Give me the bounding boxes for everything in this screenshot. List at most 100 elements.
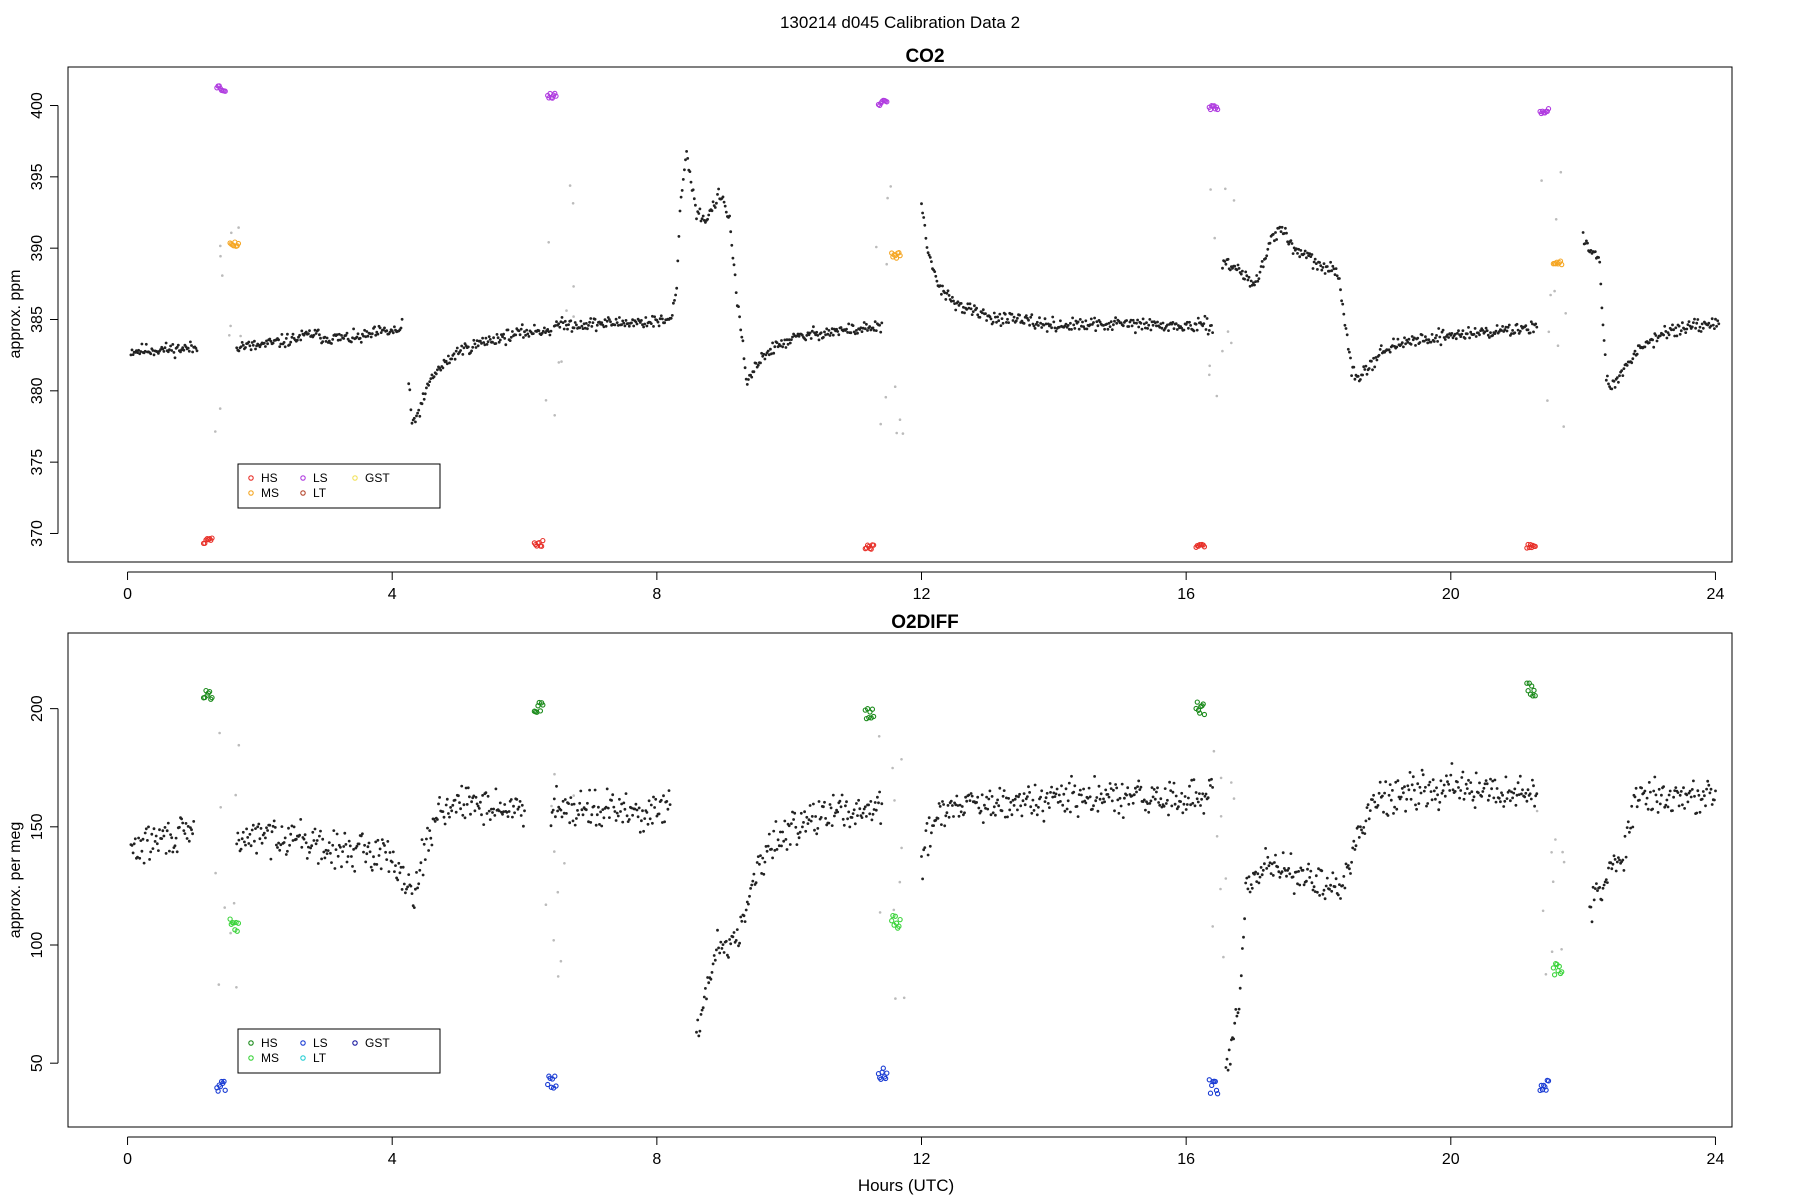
- o2diff-data-point: [1013, 797, 1017, 801]
- co2-data-point: [661, 317, 664, 321]
- o2diff-data-point: [1656, 811, 1660, 814]
- o2diff-data-point: [666, 807, 670, 811]
- o2diff-data-point: [616, 814, 620, 818]
- o2diff-data-point: [385, 858, 389, 861]
- co2-x-tick-label: 20: [1442, 586, 1460, 603]
- o2diff-data-point: [1592, 898, 1596, 902]
- o2diff-data-point: [1502, 805, 1506, 808]
- o2diff-data-point: [1092, 804, 1095, 808]
- o2diff-transition-point: [229, 931, 232, 935]
- co2-data-point: [835, 327, 838, 331]
- o2diff-data-point: [595, 813, 599, 817]
- o2diff-data-point: [1098, 797, 1102, 801]
- co2-data-point: [488, 338, 492, 341]
- o2diff-data-point: [640, 819, 643, 823]
- o2diff-data-point: [943, 824, 947, 828]
- co2-title: CO2: [905, 46, 944, 67]
- co2-data-point: [1474, 335, 1478, 338]
- co2-data-point: [744, 377, 748, 381]
- o2diff-data-point: [1706, 779, 1710, 783]
- co2-data-point: [350, 340, 353, 344]
- o2diff-data-point: [1123, 796, 1126, 800]
- o2diff-data-point: [497, 809, 501, 813]
- co2-legend-marker-lt: [300, 490, 306, 496]
- co2-data-point: [1589, 249, 1593, 252]
- co2-data-point: [1655, 339, 1659, 343]
- co2-data-point: [1205, 317, 1209, 320]
- o2diff-data-point: [250, 828, 254, 832]
- co2-data-point: [1349, 356, 1352, 360]
- o2diff-data-point: [1295, 870, 1298, 874]
- o2diff-data-point: [784, 838, 788, 841]
- co2-ls-calibration-point: [552, 90, 558, 97]
- co2-data-point: [683, 168, 686, 172]
- o2diff-data-point: [370, 868, 374, 872]
- co2-data-point: [1032, 324, 1036, 328]
- co2-data-point: [1039, 321, 1042, 325]
- o2diff-data-point: [310, 844, 314, 848]
- o2diff-data-point: [311, 830, 315, 834]
- o2diff-transition-point: [892, 908, 896, 912]
- o2diff-data-point: [1646, 807, 1650, 811]
- co2-y-tick-label: 370: [29, 520, 46, 547]
- co2-data-point: [766, 349, 770, 353]
- o2diff-data-point: [142, 861, 146, 865]
- co2-data-point: [1011, 319, 1015, 322]
- co2-data-point: [697, 212, 701, 215]
- co2-data-point: [943, 291, 947, 295]
- co2-transition-point: [1547, 330, 1551, 334]
- co2-data-point: [241, 343, 245, 347]
- o2diff-data-point: [454, 810, 458, 814]
- co2-data-point: [1478, 333, 1481, 337]
- o2diff-data-point: [1432, 789, 1436, 793]
- o2diff-data-point: [865, 815, 868, 818]
- o2diff-data-point: [450, 809, 454, 813]
- o2diff-data-point: [1591, 885, 1595, 889]
- o2diff-data-point: [1485, 782, 1489, 786]
- o2diff-data-point: [1490, 787, 1493, 791]
- co2-hs-calibration-point: [1201, 544, 1208, 550]
- o2diff-ms-calibration-point: [233, 919, 239, 926]
- o2diff-data-point: [374, 840, 378, 844]
- o2diff-data-point: [981, 821, 985, 824]
- o2diff-data-point: [1172, 781, 1176, 785]
- o2diff-data-point: [1621, 858, 1625, 862]
- co2-data-point: [781, 345, 784, 349]
- o2diff-data-point: [760, 872, 763, 875]
- co2-transition-point: [1562, 425, 1565, 428]
- co2-data-point: [1189, 324, 1192, 327]
- o2diff-data-point: [149, 850, 153, 854]
- o2diff-data-point: [469, 812, 472, 816]
- co2-data-point: [1312, 260, 1316, 264]
- o2diff-data-point: [369, 865, 373, 869]
- o2diff-data-point: [790, 822, 793, 825]
- o2diff-data-point: [1350, 860, 1353, 864]
- o2diff-data-point: [1395, 807, 1399, 811]
- co2-data-point: [362, 334, 365, 338]
- co2-data-point: [1604, 378, 1608, 382]
- o2diff-data-point: [487, 809, 491, 813]
- o2diff-data-point: [333, 867, 337, 870]
- o2diff-data-point: [1394, 780, 1398, 784]
- co2-data-point: [1434, 336, 1437, 340]
- co2-data-point: [853, 332, 857, 336]
- o2diff-data-point: [1313, 890, 1317, 893]
- co2-data-point: [253, 339, 256, 343]
- co2-data-point: [819, 331, 823, 335]
- co2-data-point: [1203, 314, 1207, 318]
- o2diff-data-point: [158, 828, 161, 832]
- o2diff-hs-calibration-point: [864, 706, 871, 712]
- co2-data-point: [1693, 317, 1696, 321]
- co2-data-point: [168, 348, 171, 352]
- co2-data-point: [1000, 317, 1004, 320]
- o2diff-data-point: [712, 954, 716, 957]
- co2-data-point: [1463, 337, 1467, 340]
- o2diff-data-point: [1368, 809, 1372, 812]
- co2-data-point: [1012, 315, 1016, 319]
- o2diff-legend-marker-hs: [248, 1040, 254, 1046]
- co2-data-point: [721, 195, 725, 199]
- o2diff-data-point: [1652, 789, 1656, 793]
- co2-data-point: [971, 310, 975, 313]
- co2-data-point: [1607, 382, 1610, 386]
- co2-data-point: [586, 327, 589, 331]
